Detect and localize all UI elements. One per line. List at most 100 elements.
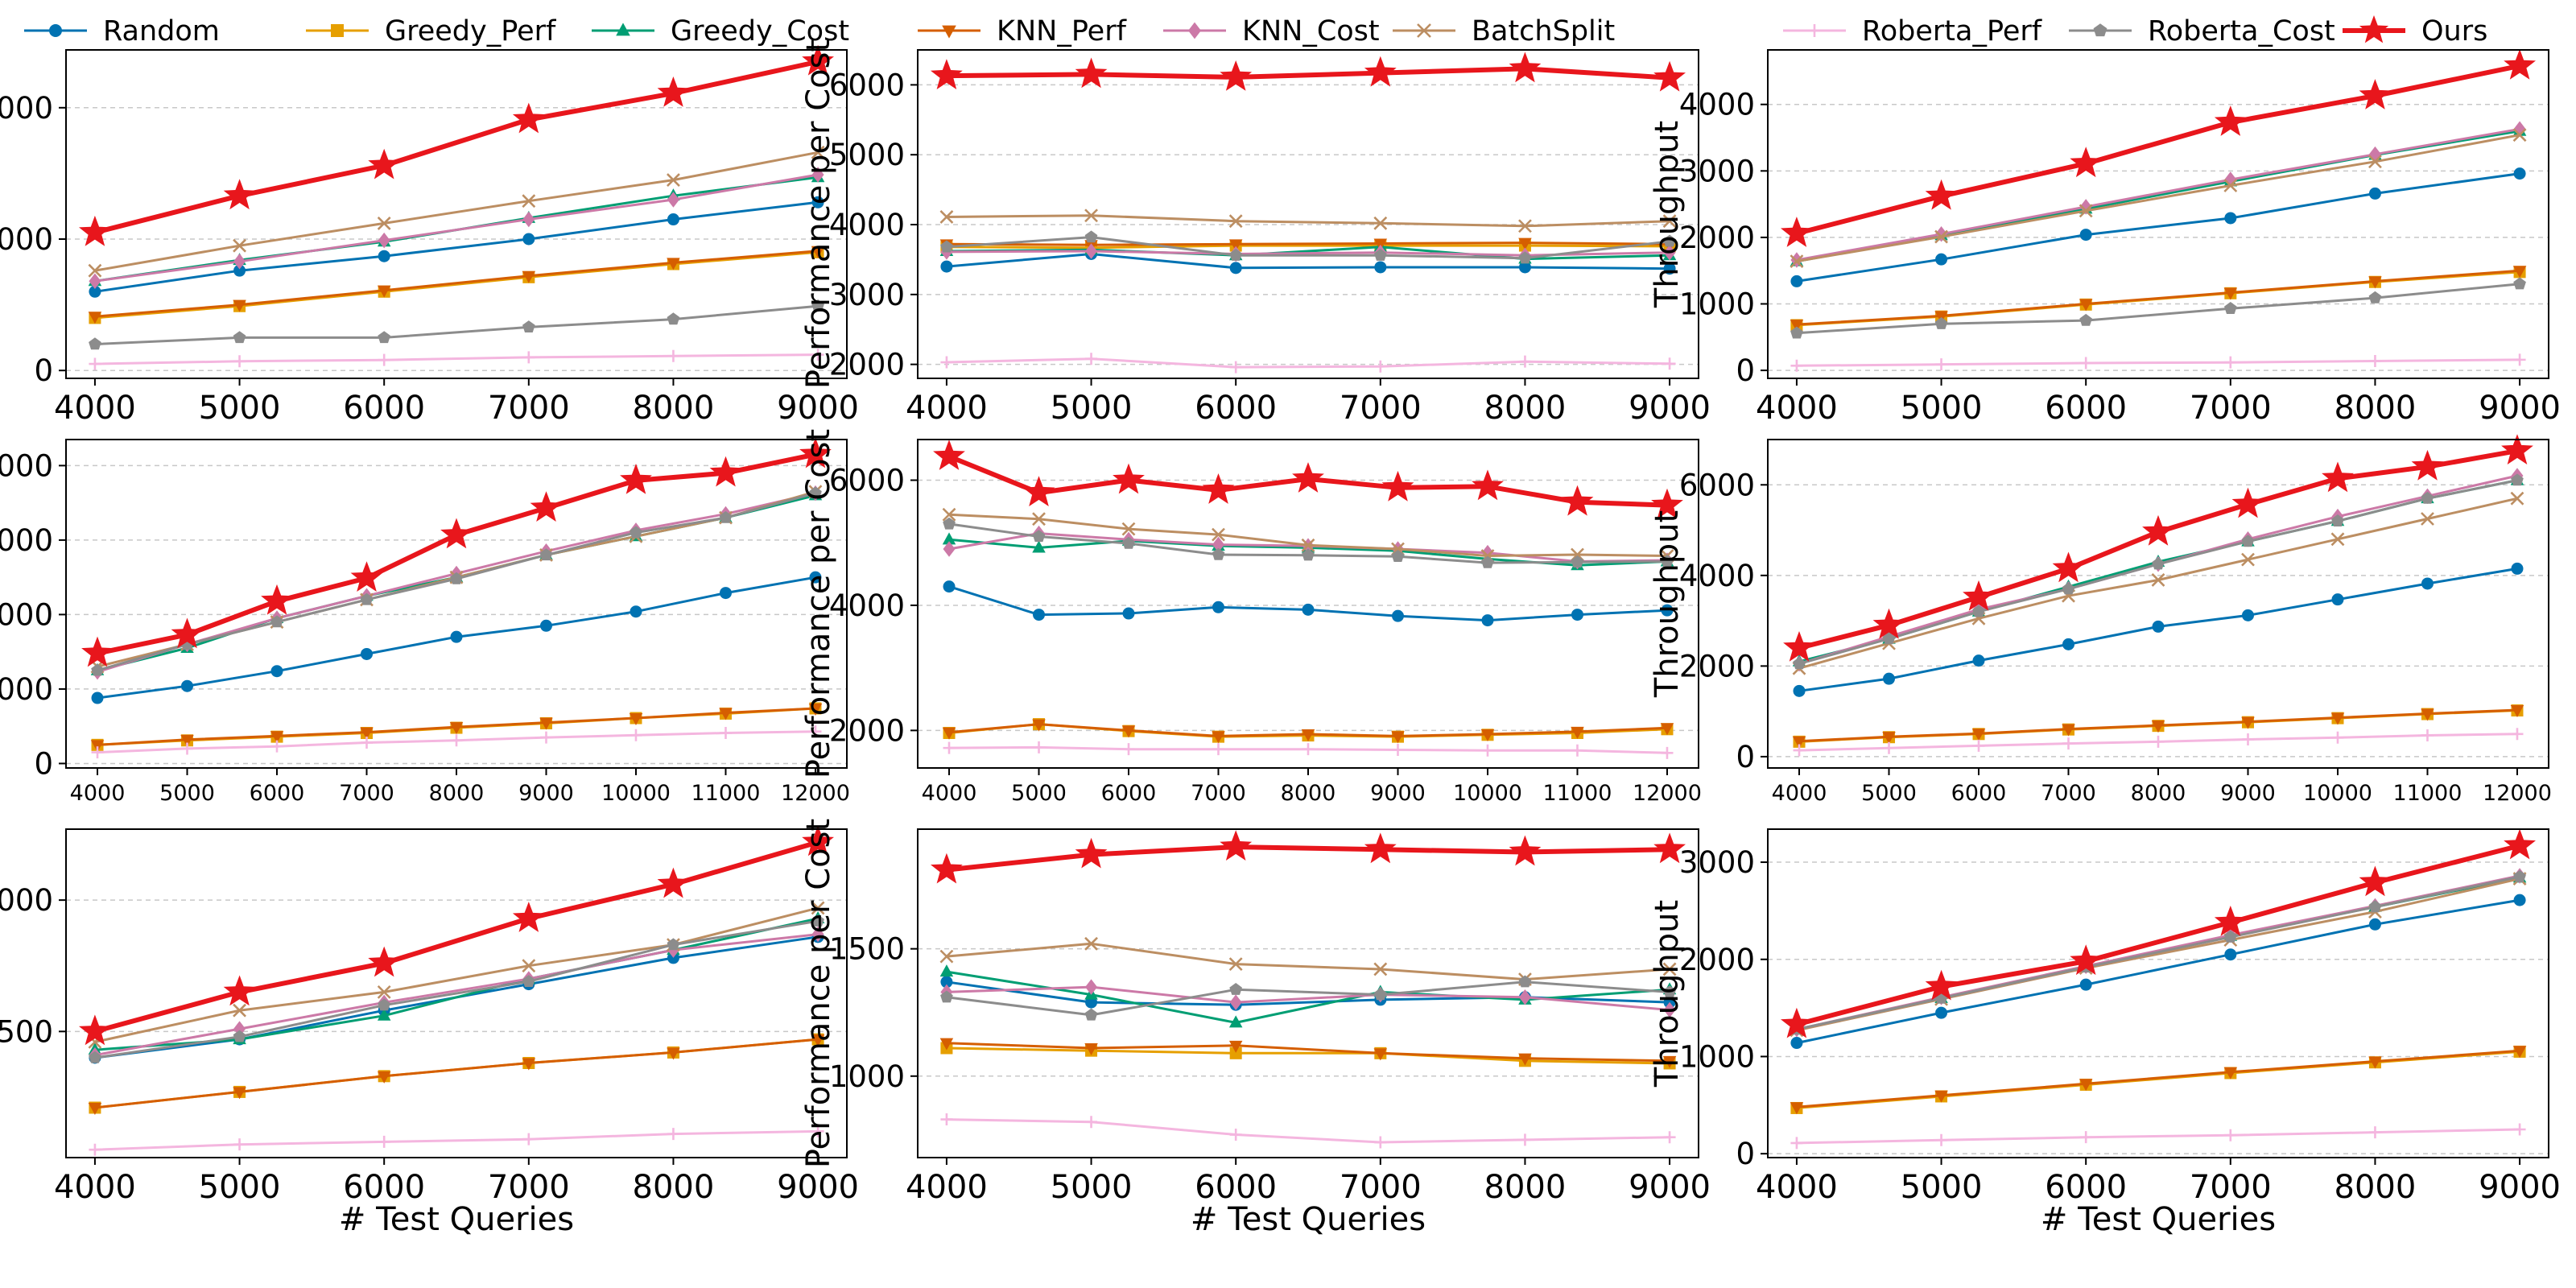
data-point (378, 250, 390, 262)
panel-r1-c0: 4000 5000 6000 7000 8000 9000 10000 11000 12000 0… (0, 437, 850, 806)
series-knn-perf (90, 703, 823, 753)
data-point (931, 852, 963, 884)
legend-item-roberta-perf: Roberta_Perf (1783, 15, 2042, 47)
legend-marker-pentagon (2093, 23, 2107, 37)
data-point (1971, 729, 1986, 741)
x-tick-label: 8000 (429, 781, 485, 806)
x-tick-label: 7000 (2190, 1169, 2272, 1206)
data-point (1292, 462, 1324, 493)
data-point (667, 952, 679, 964)
y-tick-label: 5000 (829, 138, 905, 172)
series-line (1796, 1050, 2520, 1109)
legend-label: Greedy_Cost (671, 15, 849, 47)
x-tick-label: 4000 (922, 781, 977, 806)
data-point (1935, 358, 1948, 371)
x-tick-label: 12000 (781, 781, 850, 806)
data-point (1518, 1133, 1531, 1146)
data-point (522, 194, 536, 208)
series-line (97, 452, 816, 656)
panel-r1-c2: 4000 5000 6000 7000 8000 9000 10000 11000 12000 0… (1649, 434, 2552, 806)
data-point (181, 679, 194, 692)
x-tick-label: 8000 (1281, 781, 1336, 806)
data-point (657, 867, 690, 898)
series-roberta-cost (1793, 473, 2524, 670)
y-tick-label: 6000 (1679, 468, 1755, 502)
data-point (1883, 741, 1896, 754)
y-tick-label: 0 (34, 353, 53, 388)
data-point (270, 665, 283, 678)
legend-label: KNN_Cost (1242, 15, 1380, 47)
legend: Random Greedy_Perf Greedy_Cost KNN_Perf KNN_… (24, 15, 2487, 47)
data-point (931, 59, 963, 89)
data-point (89, 285, 101, 298)
x-tick-label: 8000 (2334, 390, 2417, 427)
data-point (1793, 657, 1806, 670)
data-point (2231, 487, 2264, 518)
data-point (1882, 632, 1896, 645)
series-line (1796, 358, 2520, 367)
x-tick-label: 10000 (601, 781, 671, 806)
y-tick-label: 1000 (0, 883, 53, 918)
series-random (1793, 562, 2524, 697)
data-point (1113, 463, 1145, 494)
data-point (940, 356, 953, 369)
series-line (94, 1038, 819, 1109)
data-point (377, 217, 391, 230)
x-tick-label: 9000 (1370, 781, 1426, 806)
series-roberta-perf (940, 353, 1676, 374)
series-roberta-perf (1793, 728, 2524, 757)
data-point (1651, 488, 1683, 519)
series-line (94, 151, 819, 272)
data-point (943, 541, 956, 557)
y-tick-label: 3000 (1679, 154, 1755, 188)
data-point (1391, 743, 1404, 756)
x-tick-label: 4000 (906, 1169, 988, 1206)
data-point (1571, 609, 1583, 621)
x-tick-label: 8000 (2131, 781, 2186, 806)
data-point (620, 464, 652, 494)
data-point (1790, 254, 1804, 269)
data-point (1481, 744, 1494, 757)
data-point (1661, 746, 1674, 759)
data-point (181, 742, 194, 755)
data-point (171, 617, 204, 649)
data-point (1301, 729, 1315, 742)
x-tick-label: 5000 (1901, 390, 1983, 427)
x-tick-label: 6000 (250, 781, 305, 806)
data-point (942, 507, 956, 522)
data-point (1122, 607, 1135, 620)
data-point (942, 727, 956, 740)
y-tick-label: 1000 (1679, 1039, 1755, 1074)
data-point (522, 351, 535, 364)
data-point (233, 1087, 246, 1100)
series-line (94, 840, 819, 1034)
data-point (1374, 988, 1387, 1001)
data-point (2421, 512, 2434, 526)
data-point (1781, 1007, 1813, 1038)
data-point (1075, 837, 1108, 869)
data-point (1571, 726, 1584, 739)
series-line (1796, 127, 2520, 262)
data-point (1212, 536, 1225, 553)
data-point (1790, 1102, 1804, 1115)
x-tick-label: 9000 (2479, 390, 2561, 427)
legend-label: Ours (2421, 15, 2487, 47)
x-axis-label: # Test Queries (2041, 1201, 2276, 1238)
series-roberta-cost (943, 517, 1674, 568)
data-point (943, 517, 956, 530)
data-point (522, 975, 535, 987)
data-point (2513, 277, 2526, 290)
legend-marker-circle (49, 24, 62, 37)
data-point (89, 357, 101, 370)
data-point (361, 647, 374, 660)
data-point (2368, 918, 2381, 931)
y-tick-label: 2000 (1679, 221, 1755, 255)
data-point (2368, 155, 2382, 169)
series-line (94, 933, 819, 1057)
data-point (1653, 832, 1686, 864)
data-point (667, 192, 679, 208)
data-point (1972, 739, 1985, 752)
data-point (522, 320, 535, 332)
data-point (91, 691, 104, 704)
